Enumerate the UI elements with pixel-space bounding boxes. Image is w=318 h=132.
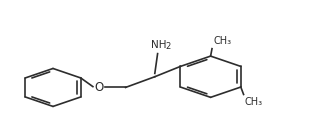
Text: NH: NH: [151, 40, 167, 50]
Text: 2: 2: [166, 42, 171, 51]
Text: O: O: [94, 81, 104, 94]
Text: CH₃: CH₃: [245, 97, 263, 107]
Text: CH₃: CH₃: [213, 36, 232, 46]
